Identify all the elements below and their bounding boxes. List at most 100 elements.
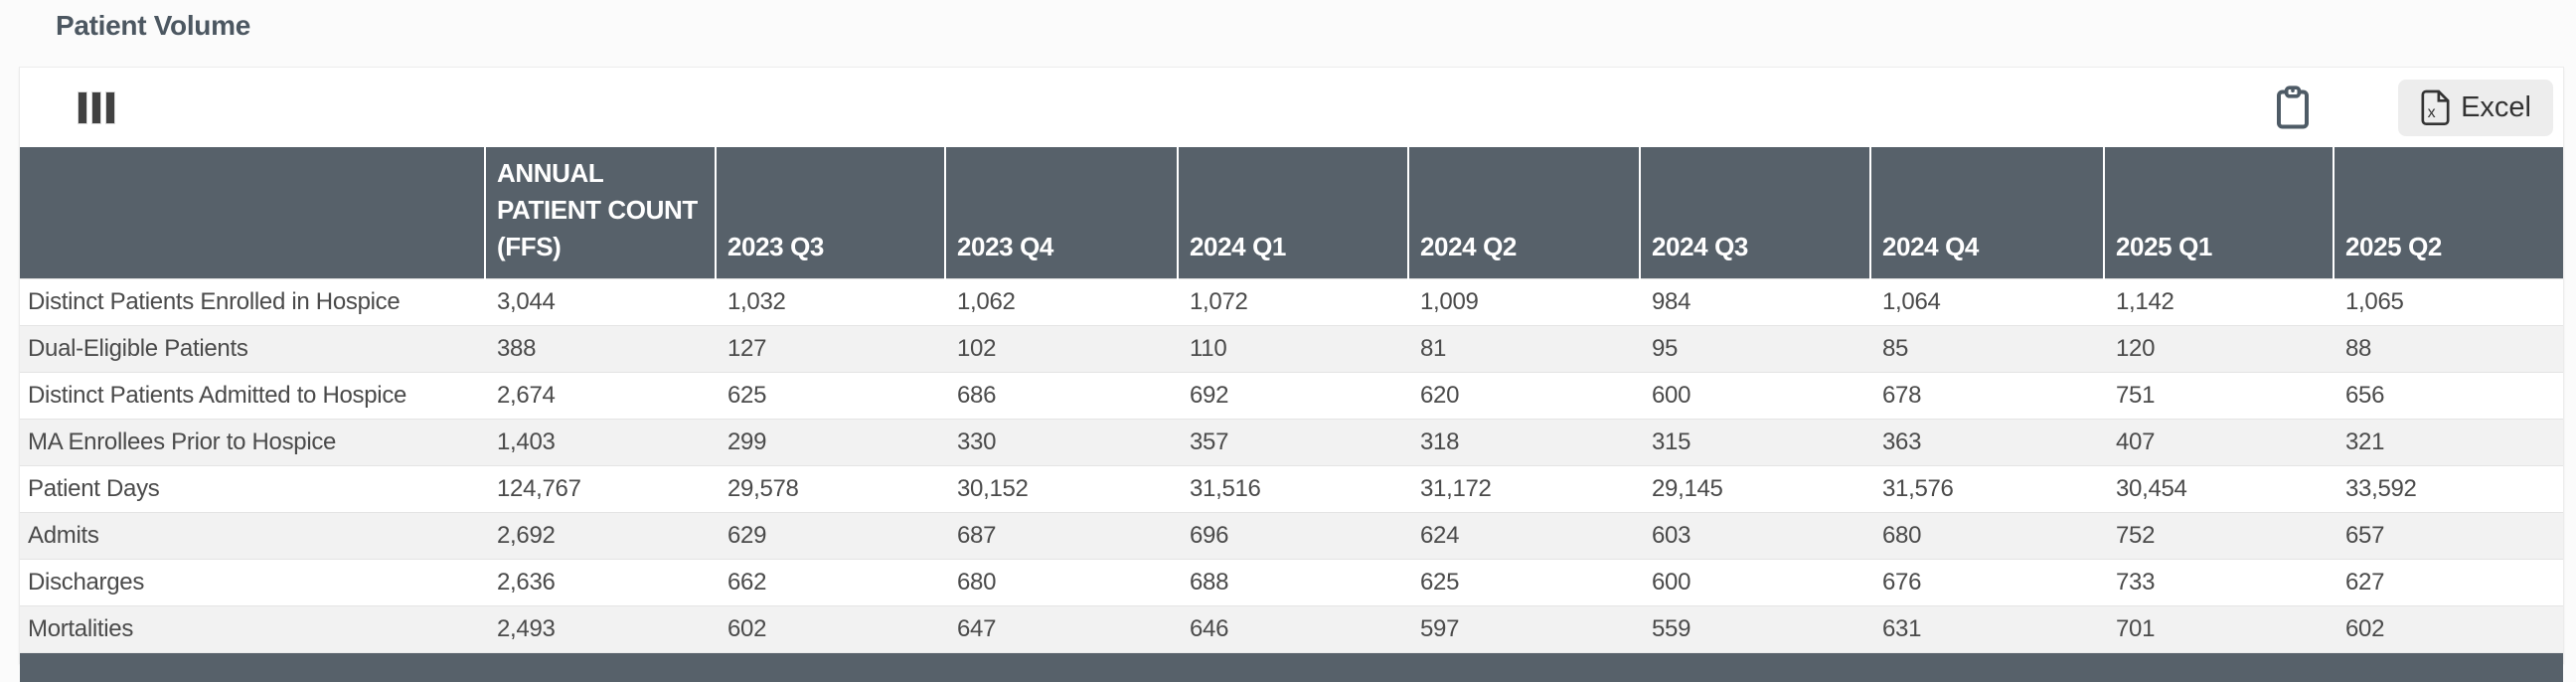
- row-value: 85: [1870, 324, 2104, 373]
- row-label: MA Enrollees Prior to Hospice: [20, 418, 485, 466]
- row-value: 680: [945, 558, 1178, 606]
- column-header-2023-q3: 2023 Q3: [715, 147, 945, 279]
- row-value: 656: [2334, 371, 2563, 420]
- columns-icon[interactable]: [76, 89, 117, 126]
- row-value: 29,145: [1640, 464, 1870, 513]
- row-value: 31,172: [1408, 464, 1640, 513]
- row-value: 31,516: [1178, 464, 1408, 513]
- excel-button-label: Excel: [2461, 90, 2531, 123]
- row-label: Distinct Patients Enrolled in Hospice: [20, 277, 485, 326]
- columns-icon-bar: [78, 90, 87, 124]
- row-value: 1,403: [485, 418, 716, 466]
- row-value: 692: [1178, 371, 1408, 420]
- table-header: ANNUAL PATIENT COUNT (FFS) 2023 Q3 2023 …: [20, 147, 2563, 279]
- row-value: 330: [945, 418, 1178, 466]
- patient-volume-table: ANNUAL PATIENT COUNT (FFS) 2023 Q3 2023 …: [20, 147, 2563, 653]
- column-header-label: [20, 147, 485, 279]
- row-value: 95: [1640, 324, 1870, 373]
- column-header-2024-q3: 2024 Q3: [1639, 147, 1870, 279]
- row-value: 631: [1870, 604, 2104, 653]
- row-value: 676: [1870, 558, 2104, 606]
- row-value: 127: [716, 324, 945, 373]
- row-label: Discharges: [20, 558, 485, 606]
- table-row: Discharges 2,636 662 680 688 625 600 676 733 627: [20, 558, 2563, 606]
- row-value: 696: [1178, 511, 1408, 560]
- table-toolbar: x Excel: [20, 68, 2563, 147]
- table-row: Admits 2,692 629 687 696 624 603 680 752 657: [20, 511, 2563, 560]
- row-value: 680: [1870, 511, 2104, 560]
- column-header-2024-q4: 2024 Q4: [1869, 147, 2104, 279]
- page-title: Patient Volume: [56, 10, 250, 41]
- row-value: 646: [1178, 604, 1408, 653]
- svg-text:x: x: [2428, 104, 2436, 121]
- table-row: Distinct Patients Enrolled in Hospice 3,…: [20, 277, 2563, 326]
- row-value: 1,009: [1408, 277, 1640, 326]
- row-value: 603: [1640, 511, 1870, 560]
- row-value: 625: [1408, 558, 1640, 606]
- row-value: 2,692: [485, 511, 716, 560]
- row-value: 31,576: [1870, 464, 2104, 513]
- row-value: 363: [1870, 418, 2104, 466]
- row-value: 81: [1408, 324, 1640, 373]
- row-value: 124,767: [485, 464, 716, 513]
- patient-volume-card: x Excel ANNUAL PATIENT COUNT (FFS) 2023 …: [19, 67, 2564, 682]
- row-value: 2,674: [485, 371, 716, 420]
- row-value: 388: [485, 324, 716, 373]
- row-value: 407: [2104, 418, 2334, 466]
- columns-icon-bar: [91, 90, 101, 124]
- row-value: 620: [1408, 371, 1640, 420]
- row-value: 1,032: [716, 277, 945, 326]
- row-value: 597: [1408, 604, 1640, 653]
- table-footer-bar: [20, 652, 2563, 682]
- row-value: 110: [1178, 324, 1408, 373]
- row-value: 1,064: [1870, 277, 2104, 326]
- table-row: Distinct Patients Admitted to Hospice 2,…: [20, 371, 2563, 420]
- row-value: 600: [1640, 371, 1870, 420]
- row-value: 701: [2104, 604, 2334, 653]
- row-value: 1,142: [2104, 277, 2334, 326]
- row-value: 30,152: [945, 464, 1178, 513]
- row-value: 3,044: [485, 277, 716, 326]
- row-value: 627: [2334, 558, 2563, 606]
- row-label: Dual-Eligible Patients: [20, 324, 485, 373]
- row-value: 678: [1870, 371, 2104, 420]
- row-value: 357: [1178, 418, 1408, 466]
- row-value: 1,065: [2334, 277, 2563, 326]
- row-value: 1,072: [1178, 277, 1408, 326]
- table-body: Distinct Patients Enrolled in Hospice 3,…: [20, 277, 2563, 653]
- row-label: Admits: [20, 511, 485, 560]
- row-label: Patient Days: [20, 464, 485, 513]
- row-value: 688: [1178, 558, 1408, 606]
- row-label: Distinct Patients Admitted to Hospice: [20, 371, 485, 420]
- row-value: 559: [1640, 604, 1870, 653]
- table-row: MA Enrollees Prior to Hospice 1,403 299 33…: [20, 418, 2563, 466]
- row-value: 30,454: [2104, 464, 2334, 513]
- row-value: 602: [2334, 604, 2563, 653]
- column-header-2024-q2: 2024 Q2: [1407, 147, 1640, 279]
- row-value: 602: [716, 604, 945, 653]
- excel-export-button[interactable]: x Excel: [2398, 79, 2553, 136]
- row-value: 120: [2104, 324, 2334, 373]
- row-value: 733: [2104, 558, 2334, 606]
- columns-icon-bar: [105, 90, 115, 124]
- row-value: 88: [2334, 324, 2563, 373]
- row-value: 647: [945, 604, 1178, 653]
- row-value: 29,578: [716, 464, 945, 513]
- row-value: 321: [2334, 418, 2563, 466]
- clipboard-icon[interactable]: [2273, 85, 2313, 130]
- excel-file-x-icon: x: [2421, 89, 2450, 125]
- column-header-2025-q2: 2025 Q2: [2333, 147, 2563, 279]
- row-value: 318: [1408, 418, 1640, 466]
- row-value: 686: [945, 371, 1178, 420]
- row-value: 299: [716, 418, 945, 466]
- row-value: 2,493: [485, 604, 716, 653]
- row-value: 102: [945, 324, 1178, 373]
- row-value: 625: [716, 371, 945, 420]
- header-row: ANNUAL PATIENT COUNT (FFS) 2023 Q3 2023 …: [20, 147, 2563, 279]
- row-value: 2,636: [485, 558, 716, 606]
- row-value: 600: [1640, 558, 1870, 606]
- row-value: 1,062: [945, 277, 1178, 326]
- row-value: 624: [1408, 511, 1640, 560]
- row-value: 662: [716, 558, 945, 606]
- row-label: Mortalities: [20, 604, 485, 653]
